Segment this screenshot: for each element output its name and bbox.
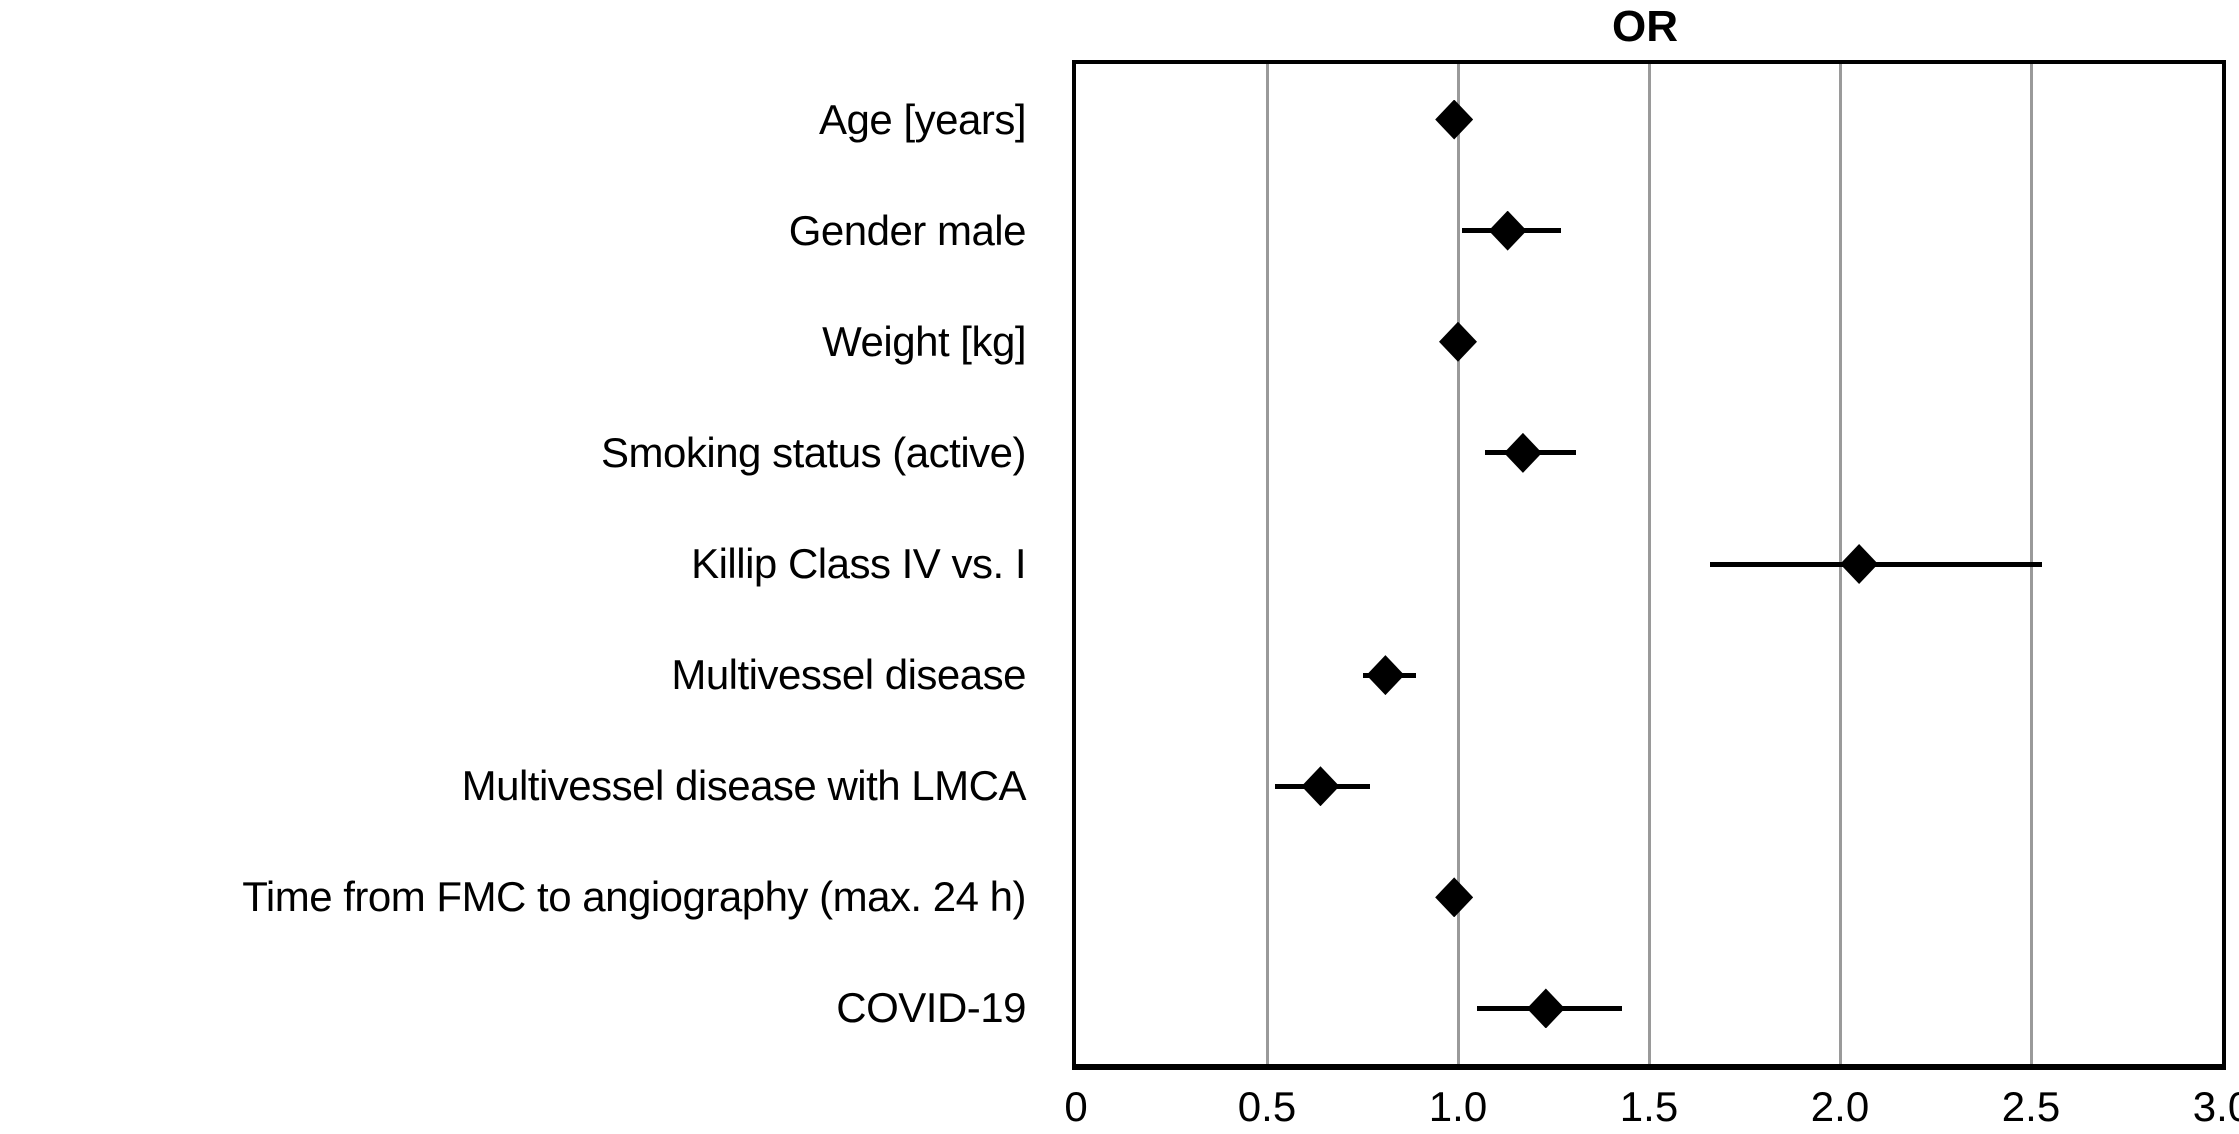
or-diamond: [1435, 99, 1474, 140]
row-label: COVID-19: [836, 984, 1026, 1032]
x-tick-label: 2.5: [2001, 1083, 2061, 1130]
or-diamond: [1366, 655, 1405, 696]
row-label: Smoking status (active): [601, 428, 1027, 476]
x-tick-label: 3.0: [2192, 1083, 2239, 1130]
row-label: Multivessel disease: [671, 651, 1026, 699]
row-label: Weight [kg]: [822, 317, 1026, 365]
x-tick-label: 1.5: [1619, 1083, 1679, 1130]
or-diamond: [1301, 766, 1340, 807]
x-tick-label: 0.5: [1237, 1083, 1297, 1130]
row-label: Time from FMC to angiography (max. 24 h): [242, 873, 1026, 921]
x-tick-label: 1.0: [1428, 1083, 1488, 1130]
x-axis: 0 0.5 1.0 1.5 2.0 2.5 3.0: [0, 1078, 2239, 1134]
row-label: Multivessel disease with LMCA: [461, 762, 1027, 810]
or-diamond: [1439, 321, 1477, 362]
chart-title: OR: [1612, 2, 1678, 51]
or-diamond: [1840, 544, 1879, 584]
x-tick-label: 0: [1064, 1083, 1088, 1130]
row-label-column: Age [years] Gender male Weight [kg] Smoking…: [0, 60, 1044, 1060]
or-diamond: [1488, 210, 1527, 251]
row-label: Gender male: [788, 206, 1027, 254]
row-label: Killip Class IV vs. I: [691, 540, 1026, 587]
or-diamond: [1503, 432, 1542, 473]
row-label: Age [years]: [819, 95, 1026, 143]
or-diamond: [1526, 988, 1565, 1029]
plot-area: [1072, 60, 2226, 1070]
x-tick-label: 2.0: [1810, 1083, 1870, 1130]
gridline: [1647, 64, 1651, 1064]
gridline: [1456, 64, 1460, 1064]
gridline: [1265, 64, 1269, 1064]
or-diamond: [1435, 877, 1474, 918]
